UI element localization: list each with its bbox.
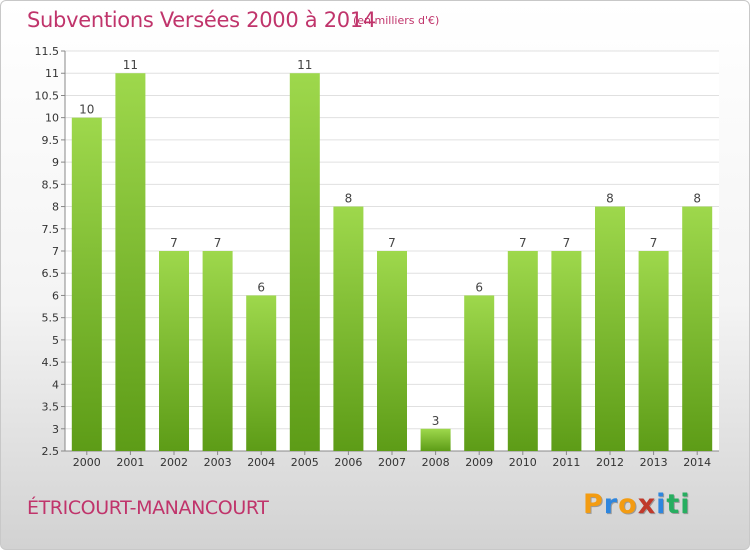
y-tick-label: 6 (52, 289, 59, 302)
x-tick-label: 2012 (596, 456, 624, 469)
x-tick-label: 2003 (204, 456, 232, 469)
y-tick-label: 3.5 (42, 401, 60, 414)
data-label: 8 (606, 192, 614, 206)
x-tick-label: 2001 (116, 456, 144, 469)
y-tick-label: 11.5 (35, 45, 60, 58)
logo-letter: i (656, 489, 667, 520)
y-tick-label: 11 (45, 67, 59, 80)
bar-2003 (202, 251, 233, 451)
bar-2001 (115, 73, 146, 451)
y-tick-label: 9 (52, 156, 59, 169)
x-tick-label: 2014 (683, 456, 711, 469)
bar-2002 (159, 251, 189, 451)
bars (71, 73, 713, 452)
bar-2010 (507, 251, 538, 451)
data-label: 8 (693, 192, 701, 206)
logo-letter: x (637, 489, 657, 520)
bar-2014 (682, 206, 713, 451)
data-label: 7 (214, 236, 222, 250)
logo-letter: i (680, 489, 691, 520)
x-tick-label: 2006 (334, 456, 362, 469)
y-tick-label: 8.5 (42, 178, 60, 191)
logo-letter: o (618, 489, 638, 520)
data-label: 7 (170, 236, 178, 250)
data-label: 7 (563, 236, 571, 250)
logo-letter: P (583, 489, 604, 520)
data-label: 7 (519, 236, 527, 250)
x-tick-label: 2011 (552, 456, 580, 469)
data-label: 6 (475, 280, 483, 294)
data-label: 11 (297, 58, 312, 72)
x-tick-label: 2013 (640, 456, 668, 469)
data-label: 3 (432, 414, 440, 428)
bar-2006 (333, 206, 364, 451)
x-tick-label: 2007 (378, 456, 406, 469)
data-label: 7 (388, 236, 396, 250)
y-tick-label: 4 (52, 378, 59, 391)
y-tick-label: 8 (52, 201, 59, 214)
data-label: 10 (79, 103, 94, 117)
data-label: 8 (345, 192, 353, 206)
data-label: 11 (123, 58, 138, 72)
y-tick-label: 5 (52, 334, 59, 347)
bar-2011 (551, 251, 582, 451)
proxiti-logo[interactable]: Proxiti (583, 489, 691, 520)
y-tick-label: 6.5 (42, 267, 60, 280)
bar-2004 (246, 295, 277, 451)
data-label: 7 (650, 236, 658, 250)
y-tick-label: 10 (45, 112, 59, 125)
x-tick-label: 2000 (73, 456, 101, 469)
x-tick-label: 2004 (247, 456, 275, 469)
chart-title: Subventions Versées 2000 à 2014 (27, 8, 376, 32)
y-tick-label: 3 (52, 423, 59, 436)
x-tick-label: 2008 (422, 456, 450, 469)
y-tick-label: 5.5 (42, 312, 60, 325)
logo-letter: t (666, 489, 681, 520)
labels: 2.5 3 3.5 4 4.5 5 5.5 6 6.5 7 7.5 8 8.5 9 9.5 10 10.5 11 1… (35, 45, 712, 469)
y-tick-label: 7 (52, 245, 59, 258)
y-tick-label: 2.5 (42, 445, 60, 458)
x-tick-label: 2010 (509, 456, 537, 469)
data-label: 6 (257, 280, 265, 294)
chart-unit: (en milliers d'€) (353, 14, 440, 27)
x-tick-label: 2005 (291, 456, 319, 469)
bar-2007 (377, 251, 407, 451)
bar-2008 (420, 428, 451, 451)
bar-2013 (638, 251, 669, 451)
logo-letter: r (603, 489, 619, 520)
bar-2005 (289, 73, 320, 451)
bar-2000 (71, 117, 102, 452)
x-tick-label: 2002 (160, 456, 188, 469)
y-tick-label: 9.5 (42, 134, 60, 147)
y-tick-label: 10.5 (35, 89, 60, 102)
bar-2012 (595, 206, 625, 451)
x-tick-label: 2009 (465, 456, 493, 469)
commune-name: ÉTRICOURT-MANANCOURT (27, 497, 269, 519)
y-tick-label: 4.5 (42, 356, 60, 369)
y-tick-label: 7.5 (42, 223, 60, 236)
bar-2009 (464, 295, 495, 451)
